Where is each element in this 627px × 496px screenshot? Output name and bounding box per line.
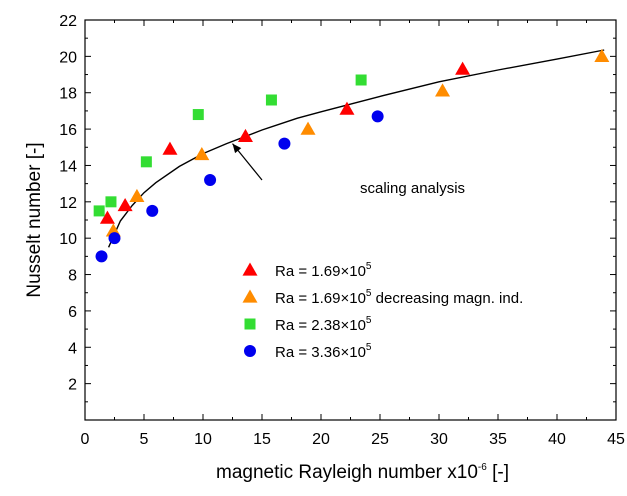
data-point-series-4 [278, 137, 291, 150]
legend-marker-3 [244, 318, 256, 330]
data-point-series-2 [435, 83, 451, 97]
data-point-series-4 [371, 110, 384, 123]
data-point-series-2 [300, 121, 316, 135]
data-point-series-3 [140, 156, 152, 168]
legend-label-2: Ra = 1.69×105 decreasing magn. ind. [275, 288, 523, 307]
legend-label-1: Ra = 1.69×105 [275, 261, 372, 280]
data-point-series-1 [99, 210, 115, 224]
x-tick-label: 45 [607, 431, 625, 448]
x-tick-label: 35 [489, 431, 507, 448]
annotation-arrow-head [232, 143, 242, 154]
x-tick-label: 15 [253, 431, 271, 448]
data-point-series-1 [117, 197, 133, 212]
legend-label-3: Ra = 2.38×105 [275, 315, 372, 334]
data-point-series-3 [105, 196, 117, 208]
data-point-series-2 [194, 147, 210, 161]
y-tick-label: 12 [59, 195, 77, 212]
x-axis-title: magnetic Rayleigh number x10-6 [-] [216, 462, 509, 483]
data-point-series-2 [594, 48, 610, 62]
data-point-series-1 [162, 141, 178, 155]
y-tick-label: 4 [68, 340, 77, 357]
data-point-series-4 [95, 250, 108, 263]
y-tick-label: 18 [59, 86, 77, 103]
data-point-series-1 [339, 101, 355, 115]
x-tick-label: 0 [81, 431, 90, 448]
annotation-label: scaling analysis [360, 180, 465, 197]
legend-marker-1 [242, 262, 258, 276]
y-tick-label: 8 [68, 268, 77, 285]
data-point-series-3 [192, 109, 204, 121]
data-point-series-4 [108, 232, 121, 245]
data-point-series-3 [265, 94, 277, 106]
y-axis-title: Nusselt number [-] [24, 142, 45, 297]
x-tick-label: 40 [548, 431, 566, 448]
y-tick-label: 2 [68, 377, 77, 394]
data-point-series-3 [355, 74, 367, 86]
y-tick-label: 20 [59, 49, 77, 66]
x-tick-label: 5 [140, 431, 149, 448]
y-tick-label: 16 [59, 122, 77, 139]
data-point-series-1 [237, 128, 253, 142]
x-tick-label: 20 [312, 431, 330, 448]
data-point-series-4 [146, 204, 159, 217]
legend-marker-4 [244, 345, 256, 357]
x-tick-label: 25 [371, 431, 389, 448]
y-tick-label: 14 [59, 158, 77, 175]
legend-marker-2 [242, 289, 258, 303]
legend-label-4: Ra = 3.36×105 [275, 342, 372, 361]
data-point-series-4 [204, 174, 217, 186]
x-tick-label: 30 [430, 431, 448, 448]
y-tick-label: 10 [59, 231, 77, 248]
y-tick-label: 6 [68, 304, 77, 321]
data-point-series-2 [129, 188, 145, 202]
data-point-series-1 [455, 61, 471, 75]
y-tick-label: 22 [59, 13, 77, 30]
data-point-series-3 [93, 205, 105, 217]
x-tick-label: 10 [194, 431, 212, 448]
